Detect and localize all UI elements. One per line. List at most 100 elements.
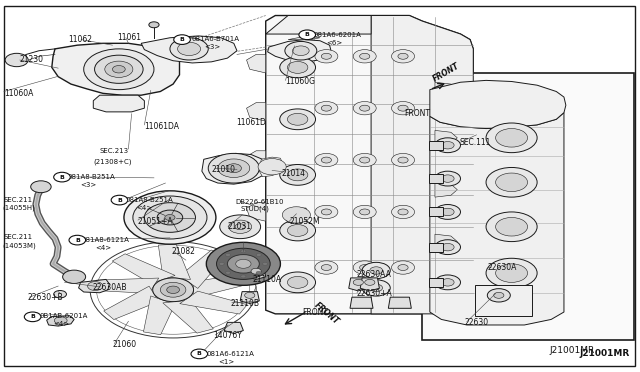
Polygon shape [429,174,444,183]
Text: 21060: 21060 [113,340,136,349]
Text: FRONT: FRONT [404,109,430,118]
Text: J21001MR: J21001MR [550,346,595,355]
Circle shape [398,209,408,215]
Circle shape [236,259,251,268]
Polygon shape [104,286,159,320]
Circle shape [392,102,415,115]
Polygon shape [429,278,444,287]
Polygon shape [429,208,444,217]
Circle shape [493,292,504,298]
Circle shape [315,261,338,274]
Text: 21110A: 21110A [253,275,282,284]
Circle shape [161,282,186,297]
Polygon shape [52,43,179,95]
Text: 21010: 21010 [211,165,236,174]
Text: 22630AA: 22630AA [356,270,391,279]
Text: B: B [75,238,80,243]
Circle shape [149,22,159,28]
Circle shape [219,262,224,265]
Text: SEC.211: SEC.211 [4,234,33,240]
Text: FRONT: FRONT [312,300,340,326]
Text: SEC.213: SEC.213 [100,148,129,154]
Circle shape [365,279,375,285]
Circle shape [370,284,383,292]
Polygon shape [180,291,247,314]
Circle shape [153,278,193,302]
Circle shape [206,242,280,285]
Circle shape [24,312,41,322]
Text: <1>: <1> [218,359,234,365]
Polygon shape [266,16,473,314]
Text: 11061DA: 11061DA [145,122,179,131]
Polygon shape [266,16,371,34]
Circle shape [398,264,408,270]
Circle shape [287,225,308,236]
Circle shape [442,208,454,216]
Circle shape [84,49,154,90]
Circle shape [321,53,332,59]
Polygon shape [79,279,109,293]
Text: SEC.111: SEC.111 [460,138,491,147]
Circle shape [392,205,415,219]
Text: <3>: <3> [204,44,220,50]
Circle shape [167,286,179,294]
Text: 22630+B: 22630+B [28,293,63,302]
Circle shape [435,171,461,186]
Text: 22630+A: 22630+A [356,289,392,298]
Text: 081A8-B251A: 081A8-B251A [125,197,173,203]
Circle shape [191,349,207,359]
Circle shape [287,61,308,73]
Text: B: B [305,32,310,37]
Polygon shape [112,254,175,283]
Circle shape [235,224,245,230]
Text: STUD(4): STUD(4) [240,206,269,212]
Text: 11060G: 11060G [285,77,316,86]
Circle shape [486,123,537,153]
Circle shape [495,173,527,192]
Text: <4>: <4> [95,244,111,250]
Text: (14053M): (14053M) [2,242,36,248]
Polygon shape [246,203,266,221]
Circle shape [360,264,370,270]
Circle shape [495,129,527,147]
Polygon shape [246,103,266,121]
Text: 21052M: 21052M [289,218,320,227]
Circle shape [435,205,461,219]
Polygon shape [435,234,458,249]
Circle shape [321,105,332,111]
Circle shape [360,53,370,59]
Circle shape [487,289,510,302]
Circle shape [353,205,376,219]
Polygon shape [429,141,444,150]
Circle shape [435,240,461,254]
Circle shape [392,261,415,274]
Polygon shape [143,296,175,335]
Circle shape [262,262,268,265]
Circle shape [241,250,246,253]
Polygon shape [360,278,380,291]
Text: B: B [60,174,65,180]
Polygon shape [202,153,266,184]
Polygon shape [163,300,213,333]
Circle shape [218,159,250,177]
Text: 081A6-6201A: 081A6-6201A [314,32,362,38]
Circle shape [435,275,461,290]
Circle shape [124,191,216,244]
Polygon shape [47,316,74,326]
Circle shape [111,195,128,205]
Circle shape [282,207,310,223]
Circle shape [225,253,230,256]
Polygon shape [288,36,320,39]
Text: 081A6-6121A: 081A6-6121A [207,351,255,357]
Circle shape [315,49,338,63]
Text: <4>: <4> [53,321,69,327]
Text: B: B [197,352,202,356]
Circle shape [287,113,308,125]
Text: 21031: 21031 [227,222,252,231]
Circle shape [170,38,208,60]
Circle shape [495,218,527,236]
Polygon shape [246,54,266,73]
Circle shape [226,164,241,173]
Polygon shape [95,278,159,294]
Circle shape [486,167,537,197]
